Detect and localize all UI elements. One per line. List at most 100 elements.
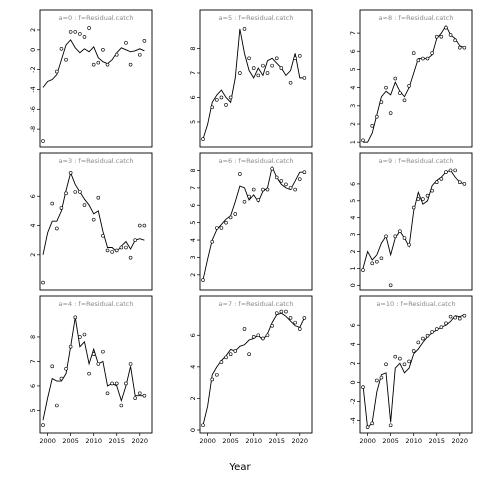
panel-8: a=10 : f=Residual.catch -4 -2 0 2 4 6 2000 2005 2… xyxy=(349,295,473,445)
x-tick-label: 2000 xyxy=(39,437,56,445)
observed-point xyxy=(421,197,425,201)
panel-7: a=7 : f=Residual.catch 0 2 4 6 2000 2005 2010 20… xyxy=(189,295,313,445)
observed-point xyxy=(293,187,297,192)
observed-point xyxy=(265,333,270,338)
x-tick-label: 2015 xyxy=(428,437,445,445)
y-tick-label: 8 xyxy=(189,46,197,50)
y-tick-label: 6 xyxy=(349,49,357,53)
observed-point xyxy=(402,236,407,240)
observed-point xyxy=(228,352,233,357)
y-tick-label: 2 xyxy=(189,273,197,277)
observed-point xyxy=(210,105,215,110)
x-tick-label: 2000 xyxy=(199,437,216,445)
observed-point xyxy=(361,385,365,389)
observed-point xyxy=(105,391,110,396)
observed-point xyxy=(59,376,64,381)
y-tick-label: -8 xyxy=(29,126,37,132)
y-tick-label: 4 xyxy=(349,342,357,346)
x-tick-label: 2005 xyxy=(62,437,79,445)
y-tick-label: -2 xyxy=(349,398,357,404)
observed-point xyxy=(379,256,384,261)
observed-point xyxy=(41,139,45,143)
x-tick-label: 2010 xyxy=(85,437,102,445)
panel-1: a=5 : f=Residual.catch 5 6 7 8 xyxy=(189,9,313,148)
observed-point xyxy=(261,63,265,68)
panel-4: a=6 : f=Residual.catch 2 3 4 5 6 7 8 xyxy=(189,152,313,291)
observed-point xyxy=(370,124,375,128)
observed-point xyxy=(219,226,224,230)
panel-frame xyxy=(359,9,473,148)
observed-point xyxy=(242,327,247,331)
observed-point xyxy=(114,248,119,253)
panel-frame xyxy=(199,295,313,434)
observed-point xyxy=(78,190,82,194)
observed-point xyxy=(64,366,68,371)
panel-frame xyxy=(199,152,313,291)
observed-point xyxy=(398,229,402,234)
observed-point xyxy=(124,41,128,45)
observed-point xyxy=(119,245,124,250)
y-tick-label: 0 xyxy=(349,380,357,384)
observed-point xyxy=(101,233,105,238)
observed-point xyxy=(142,39,147,43)
observed-point xyxy=(91,62,96,67)
observed-point xyxy=(128,255,133,260)
y-tick-label: 6 xyxy=(349,323,357,327)
panels-layer: a=0 : f=Residual.catch -8 -6 -4 -2 0 2 a=5 : f=… xyxy=(29,9,473,445)
y-tick-label: 6 xyxy=(29,194,37,198)
observed-point xyxy=(87,371,91,376)
observed-point xyxy=(105,248,110,253)
observed-point xyxy=(41,280,45,285)
observed-point xyxy=(105,62,110,67)
observed-point xyxy=(274,311,279,315)
x-axis-title: Year xyxy=(228,462,251,473)
observed-point xyxy=(444,25,448,30)
observed-point xyxy=(370,421,375,426)
y-tick-label: 6 xyxy=(189,95,197,99)
observed-point xyxy=(251,187,256,192)
x-tick-label: 2020 xyxy=(292,437,309,445)
observed-point xyxy=(114,52,119,57)
observed-point xyxy=(55,69,59,74)
observed-point xyxy=(274,56,279,61)
observed-point xyxy=(407,359,411,364)
observed-point xyxy=(434,180,439,185)
observed-point xyxy=(434,34,439,39)
y-tick-label: 1 xyxy=(349,140,357,144)
y-tick-label: 2 xyxy=(189,396,197,400)
x-tick-label: 2000 xyxy=(359,437,376,445)
observed-point xyxy=(302,170,307,175)
observed-point xyxy=(233,349,238,353)
observed-point xyxy=(224,103,228,107)
observed-point xyxy=(430,51,434,55)
observed-point xyxy=(302,316,307,320)
observed-point xyxy=(462,182,467,186)
observed-point xyxy=(365,425,370,429)
observed-point xyxy=(270,63,274,68)
observed-point xyxy=(421,56,425,61)
observed-point xyxy=(411,51,416,55)
panel-frame xyxy=(199,9,313,148)
observed-point xyxy=(384,234,388,239)
observed-point xyxy=(448,168,453,173)
observed-point xyxy=(247,352,251,357)
observed-point xyxy=(247,56,251,61)
panel-strip-label: a=4 : f=Residual.catch xyxy=(59,300,134,308)
panel-strip-label: a=5 : f=Residual.catch xyxy=(219,14,294,22)
observed-point xyxy=(119,403,124,408)
observed-point xyxy=(64,57,68,62)
panel-strip-label: a=10 : f=Residual.catch xyxy=(376,300,455,308)
observed-point xyxy=(201,278,205,282)
panel-strip-label: a=3 : f=Residual.catch xyxy=(59,157,134,165)
observed-point xyxy=(453,315,457,320)
observed-point xyxy=(242,199,247,204)
observed-point xyxy=(50,201,55,206)
y-tick-label: 7 xyxy=(189,71,197,75)
fitted-line xyxy=(202,165,305,281)
observed-point xyxy=(284,309,288,314)
y-tick-label: 2 xyxy=(29,253,37,257)
y-tick-label: 4 xyxy=(349,216,357,220)
observed-point xyxy=(393,354,398,359)
observed-point xyxy=(370,261,375,266)
observed-point xyxy=(228,95,233,100)
